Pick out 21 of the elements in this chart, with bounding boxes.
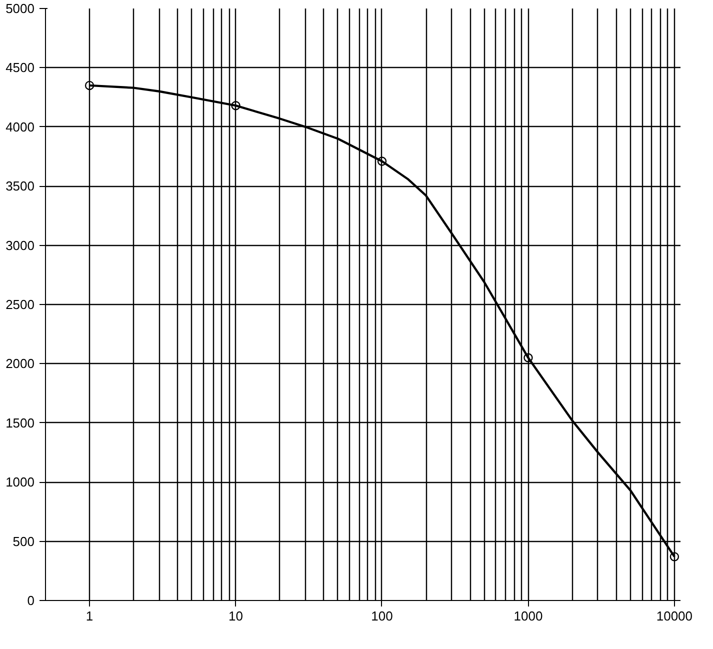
y-tick-label: 1500 <box>6 415 34 430</box>
point <box>231 100 240 110</box>
y-tick-label: 2500 <box>6 297 34 312</box>
y-tick-label: 4000 <box>6 119 34 134</box>
x-tick-label: 100 <box>371 608 393 624</box>
point <box>524 353 533 362</box>
x-tick-label: 1000 <box>514 608 543 624</box>
point <box>670 552 680 562</box>
y-tick-label: 3500 <box>6 178 34 194</box>
y-tick-label: 5000 <box>6 1 34 16</box>
point <box>377 156 387 166</box>
y-tick-label: 2000 <box>6 356 34 372</box>
x-tick-label: 10000 <box>656 608 693 624</box>
y-tick-label: 0 <box>27 593 35 608</box>
y-tick-label: 3000 <box>6 238 34 253</box>
y-tick-label: 1000 <box>6 474 34 490</box>
point <box>84 80 94 90</box>
x-tick-label: 1 <box>86 608 94 624</box>
y-tick-label: 500 <box>12 534 35 549</box>
x-tick-label: 10 <box>228 608 243 624</box>
y-tick-label: 4500 <box>6 60 34 76</box>
